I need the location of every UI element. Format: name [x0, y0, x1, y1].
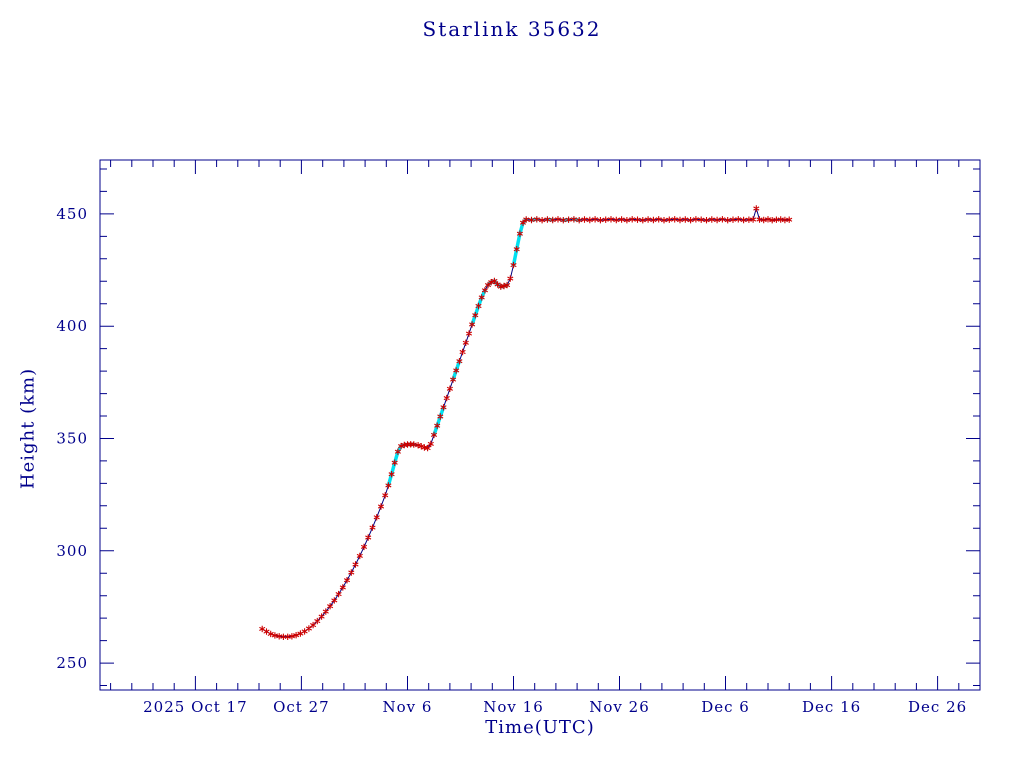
- x-axis-label: Time(UTC): [485, 717, 595, 738]
- plot-frame: [99, 159, 981, 691]
- tick-marks: [100, 160, 981, 690]
- cyan-segment: [511, 217, 528, 267]
- x-tick-label: Nov 16: [483, 698, 544, 716]
- cyan-segment: [386, 442, 416, 488]
- cyan-segment: [432, 405, 446, 437]
- x-tick-label: Oct 27: [273, 698, 330, 716]
- x-tick-label: Nov 26: [589, 698, 650, 716]
- height-line: [261, 206, 790, 638]
- data-markers: [259, 205, 793, 640]
- axes: [99, 159, 981, 691]
- chart-title: Starlink 35632: [422, 17, 602, 41]
- y-tick-label: 350: [56, 430, 88, 448]
- y-tick-label: 400: [56, 317, 88, 335]
- x-tick-label: Nov 6: [383, 698, 433, 716]
- x-tick-label: Dec 16: [802, 698, 861, 716]
- y-tick-label: 300: [56, 542, 88, 560]
- x-tick-label: Dec 26: [908, 698, 967, 716]
- tick-labels: 2025 Oct 17 Oct 27 Nov 6 Nov 16 Nov 26 Dec 6 D…: [56, 205, 967, 716]
- x-tick-label: Dec 6: [701, 698, 750, 716]
- y-tick-label: 450: [56, 205, 88, 223]
- y-tick-label: 250: [56, 654, 88, 672]
- x-tick-label: 2025 Oct 17: [143, 698, 248, 716]
